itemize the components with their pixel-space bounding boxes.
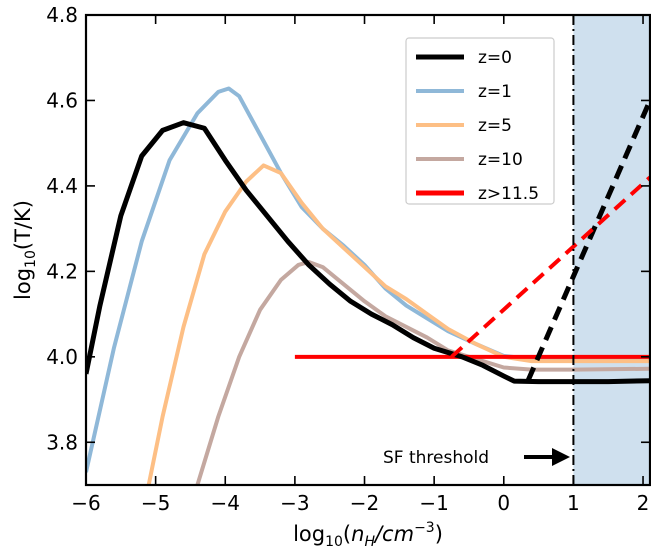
x-tick-label: −4 xyxy=(211,491,240,515)
series-layer xyxy=(86,86,650,485)
y-tick-label: 4.2 xyxy=(46,259,78,283)
legend-label-z-11-5: z>11.5 xyxy=(478,184,539,204)
sf-threshold-arrow-head xyxy=(552,448,570,466)
x-tick-label: −1 xyxy=(419,491,448,515)
x-tick-label: −6 xyxy=(71,491,100,515)
legend-entries: z=0 z=1 z=5 z=10 z>11.5 xyxy=(416,48,539,204)
legend-label-z-10: z=10 xyxy=(478,150,523,170)
y-tick-label: 4.4 xyxy=(46,174,78,198)
y-tick-label: 3.8 xyxy=(46,430,78,454)
series-line-z-5 xyxy=(146,163,650,485)
y-axis-label: log10(T/K) xyxy=(11,200,39,300)
x-tick-label: −5 xyxy=(141,491,170,515)
y-tick-label: 4.8 xyxy=(46,3,78,27)
x-tick-label: −3 xyxy=(280,491,309,515)
sf-threshold-annotation: SF threshold xyxy=(383,448,570,468)
legend-box xyxy=(405,37,555,205)
series-line-z-0 xyxy=(86,120,650,385)
plot-frame xyxy=(84,13,651,487)
y-tick-label: 4.0 xyxy=(46,345,78,369)
x-tick-label: 2 xyxy=(637,491,650,515)
legend: z=0 z=1 z=5 z=10 z>11.5 xyxy=(405,37,555,205)
y-tick-label: 4.6 xyxy=(46,88,78,112)
series-line-z-10 xyxy=(195,259,650,485)
legend-label-z-1: z=1 xyxy=(478,82,512,102)
ticks-layer: −6 −5 −4 −3 −2 −1 0 1 2 3.8 4.0 4.2 4.4 4.6 4.8 xyxy=(46,3,650,515)
x-tick-label: 0 xyxy=(497,491,510,515)
sf-threshold-label: SF threshold xyxy=(383,448,489,468)
x-axis-label: log10(nH/cm−3) xyxy=(293,520,443,550)
dashed-extension-line-2 xyxy=(450,175,650,359)
legend-label-z-5: z=5 xyxy=(478,116,512,136)
legend-label-z-0: z=0 xyxy=(478,48,512,68)
dashed-extension-line-1 xyxy=(525,99,650,382)
x-tick-label: −2 xyxy=(350,491,379,515)
x-tick-label: 1 xyxy=(567,491,580,515)
